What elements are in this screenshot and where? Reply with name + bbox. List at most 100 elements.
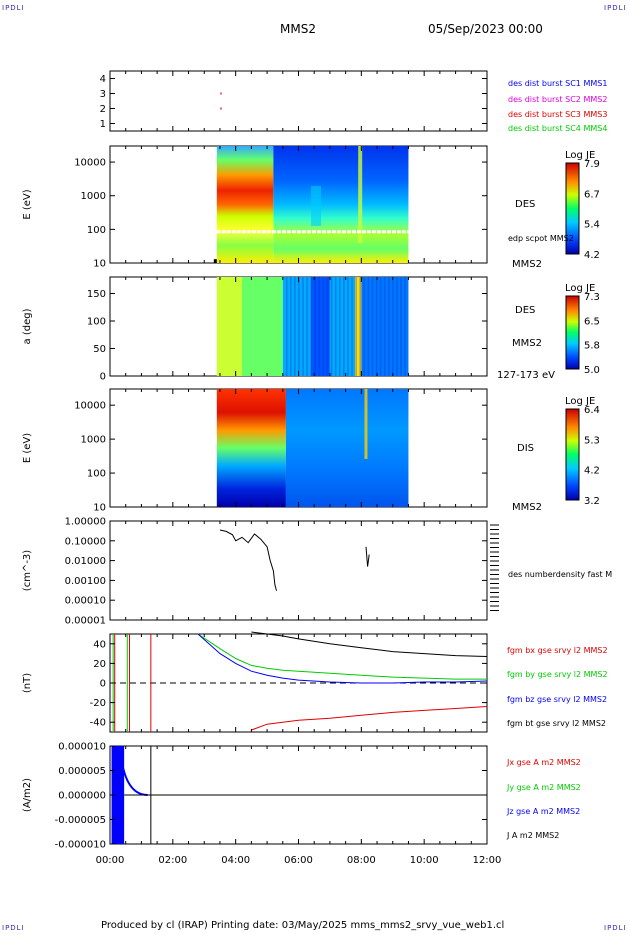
x-tick-label: 06:00	[284, 855, 313, 866]
pa-stripe	[359, 277, 361, 376]
pa-stripe	[318, 277, 321, 376]
pa-band	[216, 277, 242, 376]
dis-spacecraft-label: MMS2	[512, 502, 542, 513]
legend-numberdensity: des numberdensity fast M	[508, 570, 613, 579]
y-tick-label: 100	[87, 225, 106, 236]
des-label: DES	[515, 199, 536, 210]
legend-jx: Jx gse A m2 MMS2	[507, 758, 581, 767]
des-spectrogram-cold	[273, 146, 409, 263]
colorbar-tick-label: 6.7	[584, 189, 600, 200]
x-tick-label: 10:00	[410, 855, 439, 866]
y-tick-label: -0.000010	[55, 840, 106, 851]
corner-mark-bottom-left: IPDLI	[2, 924, 25, 932]
pa-band	[361, 277, 409, 376]
pa-stripe	[347, 277, 349, 376]
y-tick-label: 10	[93, 503, 106, 514]
legend-fgm-bz: fgm bz gse srvy l2 MMS2	[507, 695, 608, 704]
legend-burst-sc1: des dist burst SC1 MMS1	[508, 79, 608, 88]
density-ylabel: (cm^-3)	[22, 550, 33, 591]
des-spacecraft-label: MMS2	[512, 259, 542, 270]
datetime-title: 05/Sep/2023 00:00	[428, 22, 543, 36]
pa-stripe	[306, 277, 308, 376]
scpot-label: edp scpot MMS2	[508, 234, 574, 243]
x-tick-label: 02:00	[158, 855, 187, 866]
x-tick-label: 04:00	[221, 855, 250, 866]
pa-stripe	[383, 277, 386, 376]
y-tick-label: -40	[90, 718, 106, 729]
colorbar-tick-label: 4.2	[584, 250, 600, 261]
pa-stripe	[294, 277, 296, 376]
current-decay	[121, 765, 148, 796]
y-tick-label: 0	[100, 372, 106, 383]
legend-jz: Jz gse A m2 MMS2	[507, 807, 581, 816]
legend-fgm-bt: fgm bt gse srvy l2 MMS2	[507, 719, 606, 728]
burst-point	[220, 107, 222, 110]
des-pa-spacecraft-label: MMS2	[512, 338, 542, 349]
legend-fgm-by: fgm by gse srvy l2 MMS2	[507, 670, 608, 679]
des-pa-ylabel: a (deg)	[22, 308, 33, 344]
legend-j: J A m2 MMS2	[507, 831, 560, 840]
x-tick-label: 00:00	[96, 855, 125, 866]
pa-stripe	[371, 277, 374, 376]
colorbar-tick-label: 3.2	[584, 496, 600, 507]
y-tick-label: 150	[87, 289, 106, 300]
des-pa-label: DES	[515, 305, 536, 316]
y-tick-label: -20	[90, 698, 106, 709]
density-line	[219, 529, 277, 591]
y-tick-label: 3	[100, 89, 106, 100]
colorbar-tick-label: 5.3	[584, 435, 600, 446]
pa-stripe	[375, 277, 378, 376]
y-tick-label: 50	[93, 344, 106, 355]
field-line	[197, 633, 488, 684]
colorbar-tick-label: 6.5	[584, 316, 600, 327]
panel-frame	[109, 70, 488, 132]
y-tick-label: 2	[100, 104, 106, 115]
pa-stripe	[326, 277, 329, 376]
field-line	[251, 706, 488, 731]
pa-stripe	[334, 277, 337, 376]
pa-stripe	[285, 277, 288, 376]
y-tick-label: 1	[100, 119, 106, 130]
x-tick-label: 12:00	[473, 855, 502, 866]
field-line	[197, 633, 487, 680]
y-tick-label: 4	[100, 74, 106, 85]
pa-stripe	[330, 277, 333, 376]
legend-burst-sc2: des dist burst SC2 MMS2	[508, 95, 608, 104]
legend-jy: Jy gse A m2 MMS2	[507, 783, 581, 792]
y-tick-label: 0.000000	[58, 791, 106, 802]
pa-stripe	[392, 277, 394, 376]
pa-stripe	[388, 277, 390, 376]
pa-stripe	[310, 277, 312, 376]
density-line	[365, 546, 370, 567]
pa-stripe	[314, 277, 317, 376]
dis-label: DIS	[517, 443, 534, 454]
legend-fgm-bx: fgm bx gse srvy l2 MMS2	[507, 646, 608, 655]
des-spectrogram-streak	[358, 146, 363, 243]
pa-band	[241, 277, 283, 376]
colorbar	[565, 295, 580, 370]
legend-burst-sc3: des dist burst SC3 MMS3	[508, 110, 608, 119]
panel-frame	[109, 520, 488, 621]
colorbar-tick-label: 5.0	[584, 365, 600, 376]
pa-stripe	[351, 277, 353, 376]
colorbar-title-des-energy: Log JE	[565, 150, 596, 161]
pa-stripe	[363, 277, 366, 376]
y-tick-label: 1.00000	[65, 517, 106, 528]
colorbar-tick-label: 6.4	[584, 405, 600, 416]
dis-spectrogram-cold	[285, 389, 409, 507]
spacecraft-title: MMS2	[280, 22, 316, 36]
corner-mark-top-right: IPDLI	[604, 4, 627, 12]
colorbar-tick-label: 5.4	[584, 220, 600, 231]
y-tick-label: 0.000005	[58, 766, 106, 777]
pa-stripe	[302, 277, 304, 376]
colorbar	[565, 162, 580, 255]
y-tick-label: 0.00100	[65, 576, 106, 587]
pa-band	[282, 277, 312, 376]
pa-stripe	[400, 277, 402, 376]
y-tick-label: 0.00010	[65, 596, 106, 607]
y-tick-label: 100	[87, 317, 106, 328]
des-spectrogram-hot	[216, 146, 274, 263]
x-tick-label: 08:00	[347, 855, 376, 866]
y-tick-label: 40	[93, 639, 106, 650]
des-spectrogram-patch	[311, 186, 322, 226]
